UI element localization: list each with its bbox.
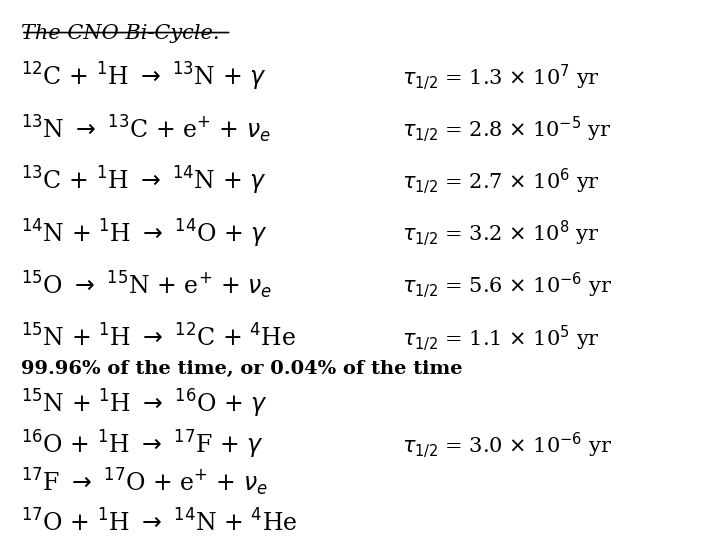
Text: The CNO Bi-Cycle.: The CNO Bi-Cycle.	[21, 24, 220, 43]
Text: $^{16}$O + $^{1}$H $\rightarrow$ $^{17}$F + $\gamma$: $^{16}$O + $^{1}$H $\rightarrow$ $^{17}$…	[21, 429, 264, 461]
Text: $^{15}$N + $^{1}$H $\rightarrow$ $^{16}$O + $\gamma$: $^{15}$N + $^{1}$H $\rightarrow$ $^{16}$…	[21, 387, 268, 420]
Text: 99.96% of the time, or 0.04% of the time: 99.96% of the time, or 0.04% of the time	[21, 360, 462, 378]
Text: $\tau_{1/2}$ = 1.3 $\times$ 10$^{7}$ yr: $\tau_{1/2}$ = 1.3 $\times$ 10$^{7}$ yr	[402, 62, 600, 92]
Text: $^{13}$N $\rightarrow$ $^{13}$C + e$^{+}$ + $\nu_{e}$: $^{13}$N $\rightarrow$ $^{13}$C + e$^{+}…	[21, 113, 271, 145]
Text: $\tau_{1/2}$ = 2.8 $\times$ 10$^{-5}$ yr: $\tau_{1/2}$ = 2.8 $\times$ 10$^{-5}$ yr	[402, 114, 612, 144]
Text: $^{13}$C + $^{1}$H $\rightarrow$ $^{14}$N + $\gamma$: $^{13}$C + $^{1}$H $\rightarrow$ $^{14}$…	[21, 165, 266, 198]
Text: $\tau_{1/2}$ = 2.7 $\times$ 10$^{6}$ yr: $\tau_{1/2}$ = 2.7 $\times$ 10$^{6}$ yr	[402, 167, 600, 196]
Text: $^{14}$N + $^{1}$H $\rightarrow$ $^{14}$O + $\gamma$: $^{14}$N + $^{1}$H $\rightarrow$ $^{14}$…	[21, 218, 268, 249]
Text: $^{15}$O $\rightarrow$ $^{15}$N + e$^{+}$ + $\nu_{e}$: $^{15}$O $\rightarrow$ $^{15}$N + e$^{+}…	[21, 270, 272, 301]
Text: $^{17}$F $\rightarrow$ $^{17}$O + e$^{+}$ + $\nu_{e}$: $^{17}$F $\rightarrow$ $^{17}$O + e$^{+}…	[21, 467, 268, 498]
Text: $\tau_{1/2}$ = 3.0 $\times$ 10$^{-6}$ yr: $\tau_{1/2}$ = 3.0 $\times$ 10$^{-6}$ yr	[402, 430, 613, 460]
Text: $\tau_{1/2}$ = 1.1 $\times$ 10$^{5}$ yr: $\tau_{1/2}$ = 1.1 $\times$ 10$^{5}$ yr	[402, 323, 600, 353]
Text: $^{15}$N + $^{1}$H $\rightarrow$ $^{12}$C + $^{4}$He: $^{15}$N + $^{1}$H $\rightarrow$ $^{12}$…	[21, 325, 297, 352]
Text: $\tau_{1/2}$ = 3.2 $\times$ 10$^{8}$ yr: $\tau_{1/2}$ = 3.2 $\times$ 10$^{8}$ yr	[402, 219, 600, 248]
Text: $^{12}$C + $^{1}$H $\rightarrow$ $^{13}$N + $\gamma$: $^{12}$C + $^{1}$H $\rightarrow$ $^{13}$…	[21, 61, 266, 93]
Text: $^{17}$O + $^{1}$H $\rightarrow$ $^{14}$N + $^{4}$He: $^{17}$O + $^{1}$H $\rightarrow$ $^{14}$…	[21, 510, 297, 537]
Text: $\tau_{1/2}$ = 5.6 $\times$ 10$^{-6}$ yr: $\tau_{1/2}$ = 5.6 $\times$ 10$^{-6}$ yr	[402, 271, 613, 300]
